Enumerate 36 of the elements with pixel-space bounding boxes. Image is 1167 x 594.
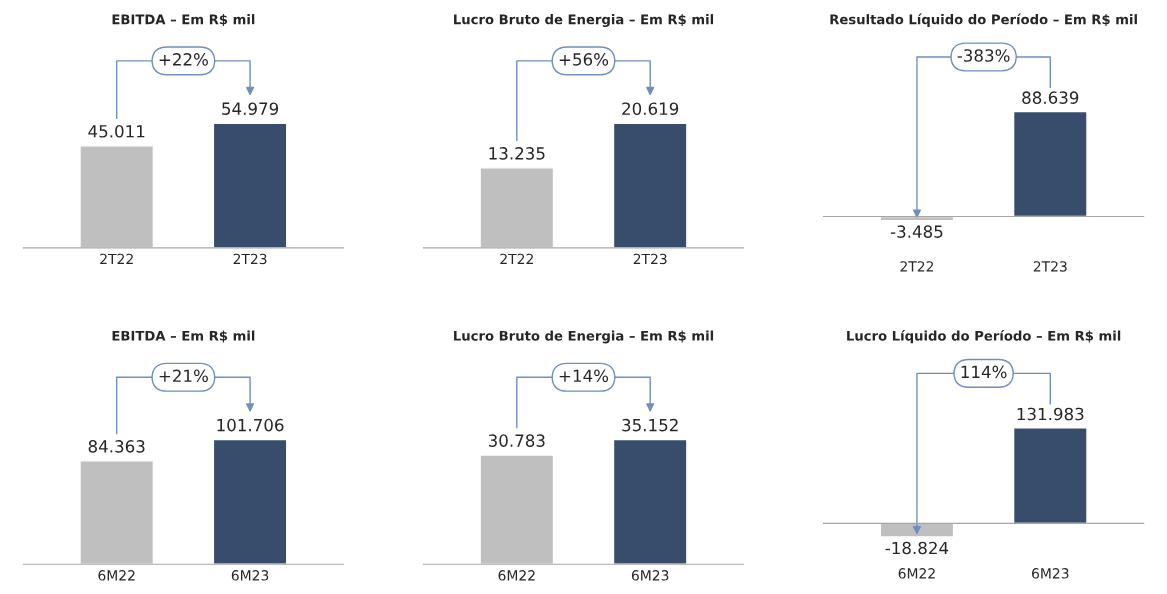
data-label: 30.783: [488, 434, 545, 447]
x-tick-label: 6M23: [631, 570, 669, 581]
data-label: 84.363: [88, 440, 145, 453]
x-tick-label: 2T22: [100, 253, 133, 265]
x-tick-label: 6M22: [898, 568, 935, 579]
x-tick-label: 6M23: [1032, 568, 1069, 579]
data-label: 13.235: [489, 147, 545, 160]
x-tick-label: 2T23: [633, 253, 667, 265]
chart-title: Lucro Líquido do Período – Em R$ mil: [847, 329, 1121, 344]
text: +21%: [159, 369, 208, 383]
x-tick-label: 2T23: [233, 253, 267, 265]
data-label: -3.485: [890, 225, 943, 238]
text: 114%: [961, 365, 1007, 379]
data-label: 101.706: [217, 418, 284, 432]
data-label: 20.619: [622, 102, 679, 115]
x-tick-label: 2T23: [1033, 261, 1067, 272]
chart-title: Lucro Bruto de Energia – Em R$ mil: [454, 14, 714, 27]
chart-title: EBITDA – Em R$ mil: [112, 14, 255, 27]
data-label: 88.639: [1022, 91, 1079, 104]
x-tick-label: 2T22: [500, 253, 533, 265]
data-label: 35.152: [622, 418, 678, 432]
x-tick-label: 6M22: [98, 570, 135, 581]
chart-title: EBITDA – Em R$ mil: [112, 330, 255, 343]
text: +56%: [559, 53, 609, 66]
x-tick-label: 2T22: [900, 261, 934, 272]
text: +14%: [559, 369, 609, 383]
chart-title: Lucro Bruto de Energia – Em R$ mil: [454, 330, 714, 344]
data-label: 131.983: [1017, 407, 1084, 421]
x-tick-label: 6M22: [498, 570, 535, 581]
data-label: 54.979: [222, 102, 279, 115]
data-label: 45.011: [88, 125, 145, 138]
chart-title: Resultado Líquido do Período – Em R$ mil: [830, 13, 1137, 27]
data-label: -18.824: [885, 541, 949, 555]
text: +22%: [159, 53, 208, 66]
text: -383%: [957, 49, 1010, 62]
x-tick-label: 6M23: [231, 570, 269, 581]
